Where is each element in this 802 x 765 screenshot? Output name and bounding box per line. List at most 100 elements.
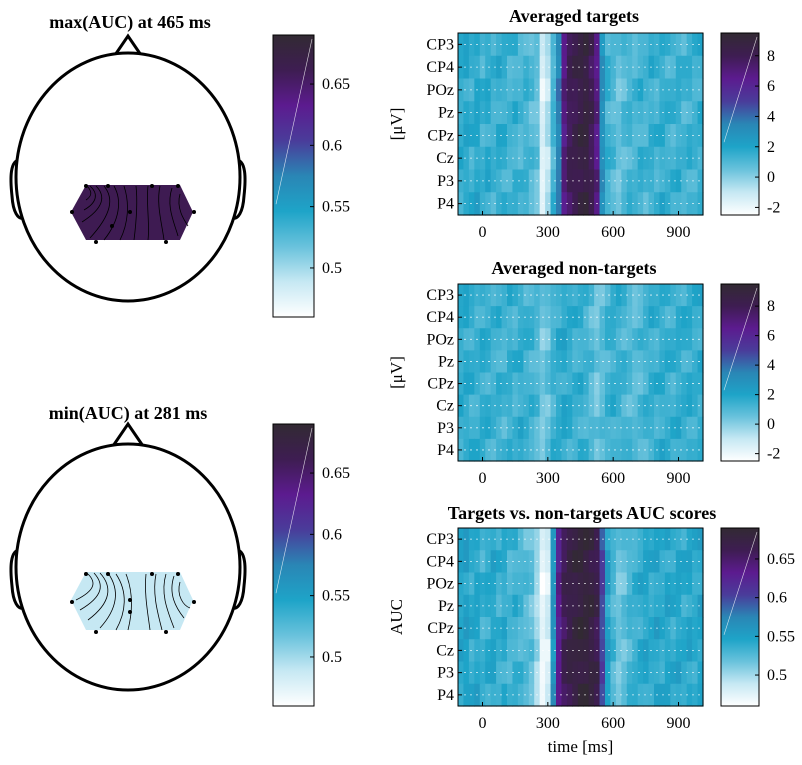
y-axis-label: [μV] — [387, 356, 406, 389]
y-tick-label: CP3 — [426, 36, 454, 53]
y-tick-label: POz — [426, 331, 454, 348]
heatmap-cell — [577, 169, 584, 193]
heatmap-cell — [501, 146, 508, 171]
heatmap-cell — [626, 55, 633, 80]
heatmap-cell — [692, 78, 699, 102]
x-tick-label: 600 — [601, 715, 625, 732]
heatmap-cell — [610, 639, 617, 663]
heatmap-cell — [572, 528, 579, 551]
heatmap-cell — [517, 661, 524, 685]
electrode-markers — [70, 184, 196, 244]
heatmap-cell — [692, 683, 699, 707]
heatmap-cell — [556, 617, 563, 640]
heatmap-cell — [675, 394, 682, 418]
heatmap-cell — [550, 33, 557, 57]
heatmap-auc-scores: Targets vs. non-targets AUC scores CP3 CP… — [387, 503, 795, 756]
heatmap-cell — [550, 617, 557, 640]
heatmap-cell — [692, 617, 699, 640]
colorbar: 0.5 0.55 0.6 0.65 — [272, 423, 350, 707]
heatmap-cell — [621, 306, 628, 329]
heatmap-cell — [692, 101, 699, 125]
heatmap-cell — [610, 350, 617, 374]
heatmap-cell — [556, 550, 563, 574]
heatmap-cell — [621, 124, 628, 148]
heatmap-cell — [626, 438, 633, 462]
heatmap-cell — [670, 572, 677, 596]
heatmap-cell — [681, 306, 688, 329]
heatmap-cell — [512, 594, 519, 618]
y-tick-label: Pz — [438, 105, 454, 122]
heatmap-cell — [566, 33, 573, 57]
heatmap-cell — [686, 594, 693, 618]
heatmap-cell — [572, 306, 579, 329]
colorbar-gradient — [720, 283, 760, 462]
heatmap-cell — [550, 372, 557, 396]
heatmap-cell — [501, 594, 508, 618]
heatmap-cell — [490, 33, 497, 57]
heatmap-cell — [463, 572, 470, 596]
heatmap-cell — [561, 101, 568, 125]
heatmap-cell — [561, 192, 568, 216]
heatmap-cell — [517, 639, 524, 663]
heatmap-cell — [626, 306, 633, 329]
heatmap-cell — [686, 192, 693, 216]
heatmap-cell — [615, 394, 622, 418]
left-ear-icon — [9, 548, 25, 610]
heatmap-cell — [686, 438, 693, 462]
heatmap-cell — [697, 55, 704, 80]
heatmap-cell — [566, 438, 573, 462]
chart-title: Averaged targets — [509, 6, 639, 26]
heatmap-cell — [632, 528, 639, 551]
heatmap-cell — [566, 101, 573, 125]
heatmap-cell — [572, 124, 579, 148]
heatmap-cell — [577, 350, 584, 374]
heatmap-cell — [583, 78, 590, 102]
heatmap-cell — [632, 372, 639, 396]
heatmap-cell — [583, 33, 590, 57]
x-tick-label: 600 — [601, 224, 625, 241]
heatmap-cell — [632, 661, 639, 685]
heatmap-cell — [664, 683, 671, 707]
heatmap-cell — [670, 350, 677, 374]
heatmap-cell — [572, 550, 579, 574]
colorbar-tick-label: 2 — [767, 139, 775, 156]
y-tick-label: P4 — [437, 687, 454, 704]
colorbar-tick-label: 0.55 — [322, 588, 350, 605]
heatmap-cell — [583, 572, 590, 596]
heatmap-cell — [556, 438, 563, 462]
heatmap-cell — [697, 683, 704, 707]
heatmap-cell — [561, 350, 568, 374]
heatmap-cell — [637, 416, 644, 440]
heatmap-cell — [566, 550, 573, 574]
heatmap-cell — [632, 416, 639, 440]
heatmap-cell — [566, 416, 573, 440]
heatmap-cell — [664, 394, 671, 418]
heatmap-cell — [686, 416, 693, 440]
heatmap-cell — [490, 394, 497, 418]
heatmap-cell — [632, 550, 639, 574]
heatmap-cell — [566, 528, 573, 551]
heatmap-cell — [643, 306, 650, 329]
colorbar-tick-label: 2 — [767, 387, 775, 404]
heatmap-cell — [583, 683, 590, 707]
heatmap-cell — [501, 33, 508, 57]
heatmap-cell — [697, 306, 704, 329]
heatmap-cell — [550, 394, 557, 418]
heatmap-cell — [670, 372, 677, 396]
colorbar-tick-label: -2 — [767, 199, 780, 216]
heatmap-cell — [632, 328, 639, 351]
heatmap-cell — [621, 192, 628, 216]
chart-title: Targets vs. non-targets AUC scores — [448, 503, 716, 523]
heatmap-cell — [697, 550, 704, 574]
heatmap-cell — [675, 372, 682, 396]
heatmap-cell — [550, 661, 557, 685]
heatmap-cell — [463, 101, 470, 125]
heatmap-cell — [643, 550, 650, 574]
heatmap-cell — [637, 55, 644, 80]
heatmap-cell — [512, 101, 519, 125]
heatmap-cell — [507, 572, 514, 596]
heatmap-cell — [583, 617, 590, 640]
heatmap-cell — [637, 101, 644, 125]
heatmap-cell — [632, 192, 639, 216]
heatmap-cell — [507, 416, 514, 440]
